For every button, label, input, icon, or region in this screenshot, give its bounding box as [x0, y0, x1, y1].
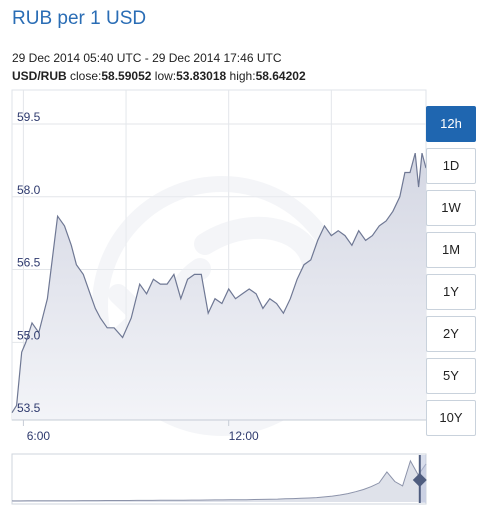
y-tick-label: 55.0: [17, 328, 41, 342]
low-label: low:: [154, 69, 177, 83]
price-line: [11, 152, 427, 414]
navigator[interactable]: [0, 450, 482, 508]
close-value: 58.59052: [101, 69, 152, 83]
range-button-1w[interactable]: 1W: [426, 190, 476, 226]
x-tick-label: 6:00: [27, 429, 51, 443]
high-value: 58.64202: [255, 69, 306, 83]
y-tick-label: 59.5: [17, 110, 41, 124]
range-button-1m[interactable]: 1M: [426, 232, 476, 268]
range-button-10y[interactable]: 10Y: [426, 400, 476, 436]
range-button-1y[interactable]: 1Y: [426, 274, 476, 310]
currency-pair: USD/RUB: [12, 69, 67, 83]
price-area: [12, 153, 426, 420]
y-tick-label: 58.0: [17, 183, 41, 197]
navigator-area: [12, 460, 426, 502]
x-tick-label: 12:00: [229, 429, 259, 443]
navigator-handle[interactable]: [412, 473, 427, 487]
page-title: RUB per 1 USD: [12, 8, 147, 29]
high-label: high:: [229, 69, 256, 83]
range-button-1d[interactable]: 1D: [426, 148, 476, 184]
y-tick-label: 56.5: [17, 256, 41, 270]
range-button-12h[interactable]: 12h: [426, 106, 476, 142]
range-button-5y[interactable]: 5Y: [426, 358, 476, 394]
low-value: 53.83018: [176, 69, 227, 83]
y-tick-label: 53.5: [17, 401, 41, 415]
close-label: close:: [70, 69, 102, 83]
x-axis-ticks: 6:00 12:00: [22, 420, 259, 443]
stats-line: USD/RUB close:58.59052 low:53.83018 high…: [12, 69, 306, 83]
navigator-line: [12, 459, 427, 502]
date-range: 29 Dec 2014 05:40 UTC - 29 Dec 2014 17:4…: [12, 51, 282, 65]
rate-chart[interactable]: 53.5 55.0 56.5 58.0 59.5 6:00 12:00: [0, 84, 482, 444]
range-button-2y[interactable]: 2Y: [426, 316, 476, 352]
y-axis-labels: 53.5 55.0 56.5 58.0 59.5: [17, 110, 41, 415]
range-button-group: 12h 1D 1W 1M 1Y 2Y 5Y 10Y: [426, 106, 476, 442]
